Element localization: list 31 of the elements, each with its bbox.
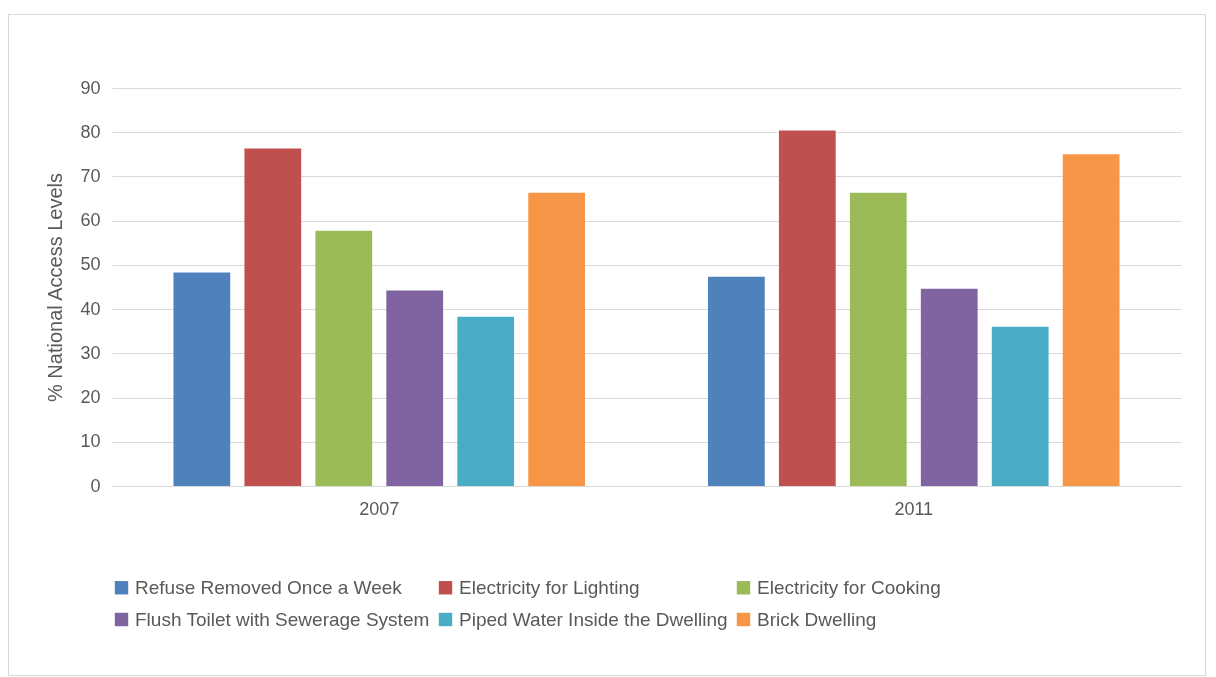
bar xyxy=(528,192,586,486)
y-tick-label: 90 xyxy=(80,77,101,98)
y-tick-label: 10 xyxy=(80,431,101,452)
y-tick-label: 0 xyxy=(90,475,101,496)
legend-label: Flush Toilet with Sewerage System xyxy=(135,608,430,630)
legend-label: Refuse Removed Once a Week xyxy=(135,576,403,598)
y-axis-title: % National Access Levels xyxy=(44,172,67,403)
bar xyxy=(244,148,302,486)
y-tick-label: 20 xyxy=(80,387,101,408)
y-tick-label: 50 xyxy=(80,254,101,275)
bar xyxy=(991,326,1049,486)
y-tick-label: 40 xyxy=(80,298,101,319)
bar xyxy=(778,130,836,486)
legend-label: Brick Dwelling xyxy=(757,608,877,630)
y-tick-label: 70 xyxy=(80,165,101,186)
bar xyxy=(849,192,907,486)
legend-label: Electricity for Lighting xyxy=(459,576,640,598)
y-tick-label: 80 xyxy=(80,121,101,142)
x-tick-label: 2011 xyxy=(894,498,934,519)
legend-label: Electricity for Cooking xyxy=(757,576,941,598)
bar xyxy=(386,290,444,486)
bar xyxy=(920,288,978,486)
legend-label: Piped Water Inside the Dwelling xyxy=(459,608,728,630)
x-tick-label: 2007 xyxy=(359,498,400,519)
bar xyxy=(457,316,515,486)
bar xyxy=(1062,154,1120,486)
bar xyxy=(173,272,231,486)
bar xyxy=(707,276,765,486)
bar xyxy=(315,230,373,486)
y-tick-label: 60 xyxy=(80,210,101,231)
y-tick-label: 30 xyxy=(80,342,101,363)
